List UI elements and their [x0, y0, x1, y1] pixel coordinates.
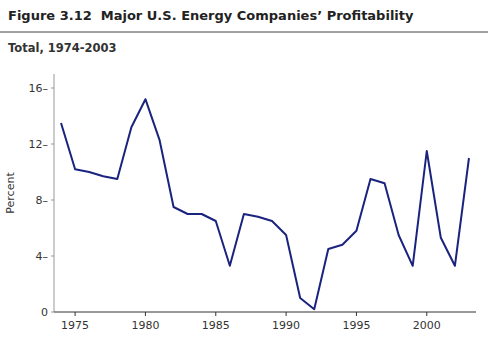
y-tick-label: 12–: [29, 138, 49, 151]
x-tick-label: 1990: [272, 319, 300, 332]
title: Figure 3.12 Major U.S. Energy Companies’…: [8, 8, 414, 23]
x-tick-label: 2000: [413, 319, 441, 332]
y-tick: [51, 200, 54, 201]
y-tick-label: 0: [41, 306, 48, 319]
x-tick-label: 1995: [342, 319, 370, 332]
line: [61, 99, 469, 309]
y-tick: [51, 88, 54, 89]
y-tick: [51, 312, 54, 313]
chart: Figure 3.12 Major U.S. Energy Companies’…: [0, 0, 488, 344]
y-tick: [51, 144, 54, 145]
x-tick-label: 1985: [202, 319, 230, 332]
x-tick-label: 1975: [61, 319, 89, 332]
subtitle: Total, 1974-2003: [8, 41, 117, 55]
x-tick: [426, 312, 427, 316]
y-tick-label: 8–: [36, 194, 49, 207]
x-tick-label: 1980: [131, 319, 159, 332]
x-axis-line: [54, 312, 476, 313]
separator: [0, 32, 488, 33]
y-tick-label: 4–: [36, 250, 49, 263]
x-tick: [286, 312, 287, 316]
y-tick-label: 16–: [29, 82, 49, 95]
x-tick: [356, 312, 357, 316]
y-axis-line: [54, 74, 55, 312]
y-axis-label: Percent: [4, 172, 17, 214]
x-tick: [75, 312, 76, 316]
plot-area: [61, 99, 469, 309]
x-tick: [145, 312, 146, 316]
x-tick: [215, 312, 216, 316]
y-tick: [51, 256, 54, 257]
